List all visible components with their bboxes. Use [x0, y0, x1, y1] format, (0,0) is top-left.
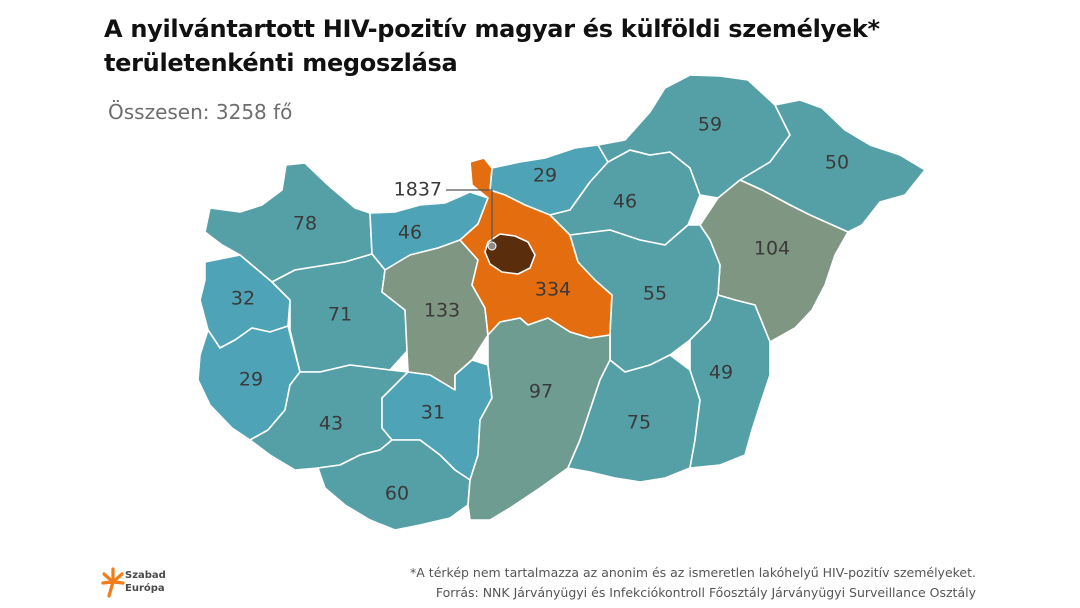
value-label-tolna: 31 [421, 402, 445, 424]
county-budapest [484, 233, 536, 275]
value-label-komarom-esztergom: 46 [398, 222, 422, 244]
value-label-nograd: 29 [533, 165, 557, 187]
county-bekes [689, 294, 771, 469]
footnote-source: Forrás: NNK Járványügyi és Infekciókontr… [435, 585, 976, 600]
value-label-szabolcs-szatmar-bereg: 50 [825, 152, 849, 174]
value-label-heves: 46 [613, 191, 637, 213]
footnote: *A térkép nem tartalmazza az anonim és a… [410, 563, 976, 603]
value-label-bekes: 49 [709, 362, 733, 384]
budapest-callout-line [446, 189, 493, 244]
value-label-jasz-nagykun-szolnok: 55 [643, 283, 667, 305]
county-fejer [381, 239, 489, 391]
value-label-pest: 334 [535, 279, 571, 301]
value-label-budapest: 1837 [394, 179, 442, 201]
map-title: A nyilvántartott HIV-pozitív magyar és k… [104, 12, 1004, 80]
value-label-baranya: 60 [385, 483, 409, 505]
value-label-bacs-kiskun: 97 [529, 381, 553, 403]
logo-line-2: Európa [125, 583, 165, 594]
value-label-gyor-moson-sopron: 78 [293, 213, 317, 235]
value-label-hajdu-bihar: 104 [754, 238, 790, 260]
budapest-callout-dot [487, 241, 497, 251]
value-label-zala: 29 [239, 369, 263, 391]
value-label-fejer: 133 [424, 300, 460, 322]
value-label-borsod-abauj-zemplen: 59 [698, 114, 722, 136]
map-title-line-1: A nyilvántartott HIV-pozitív magyar és k… [104, 15, 880, 43]
value-label-vas: 32 [231, 288, 255, 310]
map-title-line-2: területenkénti megoszlása [104, 49, 458, 77]
total-count: Összesen: 3258 fő [108, 100, 293, 124]
footnote-note: *A térkép nem tartalmazza az anonim és a… [410, 565, 976, 580]
value-label-csongrad: 75 [627, 412, 651, 434]
szabad-europa-logo: Szabad Európa [101, 566, 181, 602]
szabad-europa-logo-icon [101, 567, 125, 598]
county-csongrad [567, 354, 701, 483]
value-label-somogy: 43 [319, 413, 343, 435]
logo-line-1: Szabad [125, 570, 166, 581]
value-label-veszprem: 71 [328, 304, 352, 326]
county-szabolcs-szatmar-bereg [739, 99, 926, 233]
